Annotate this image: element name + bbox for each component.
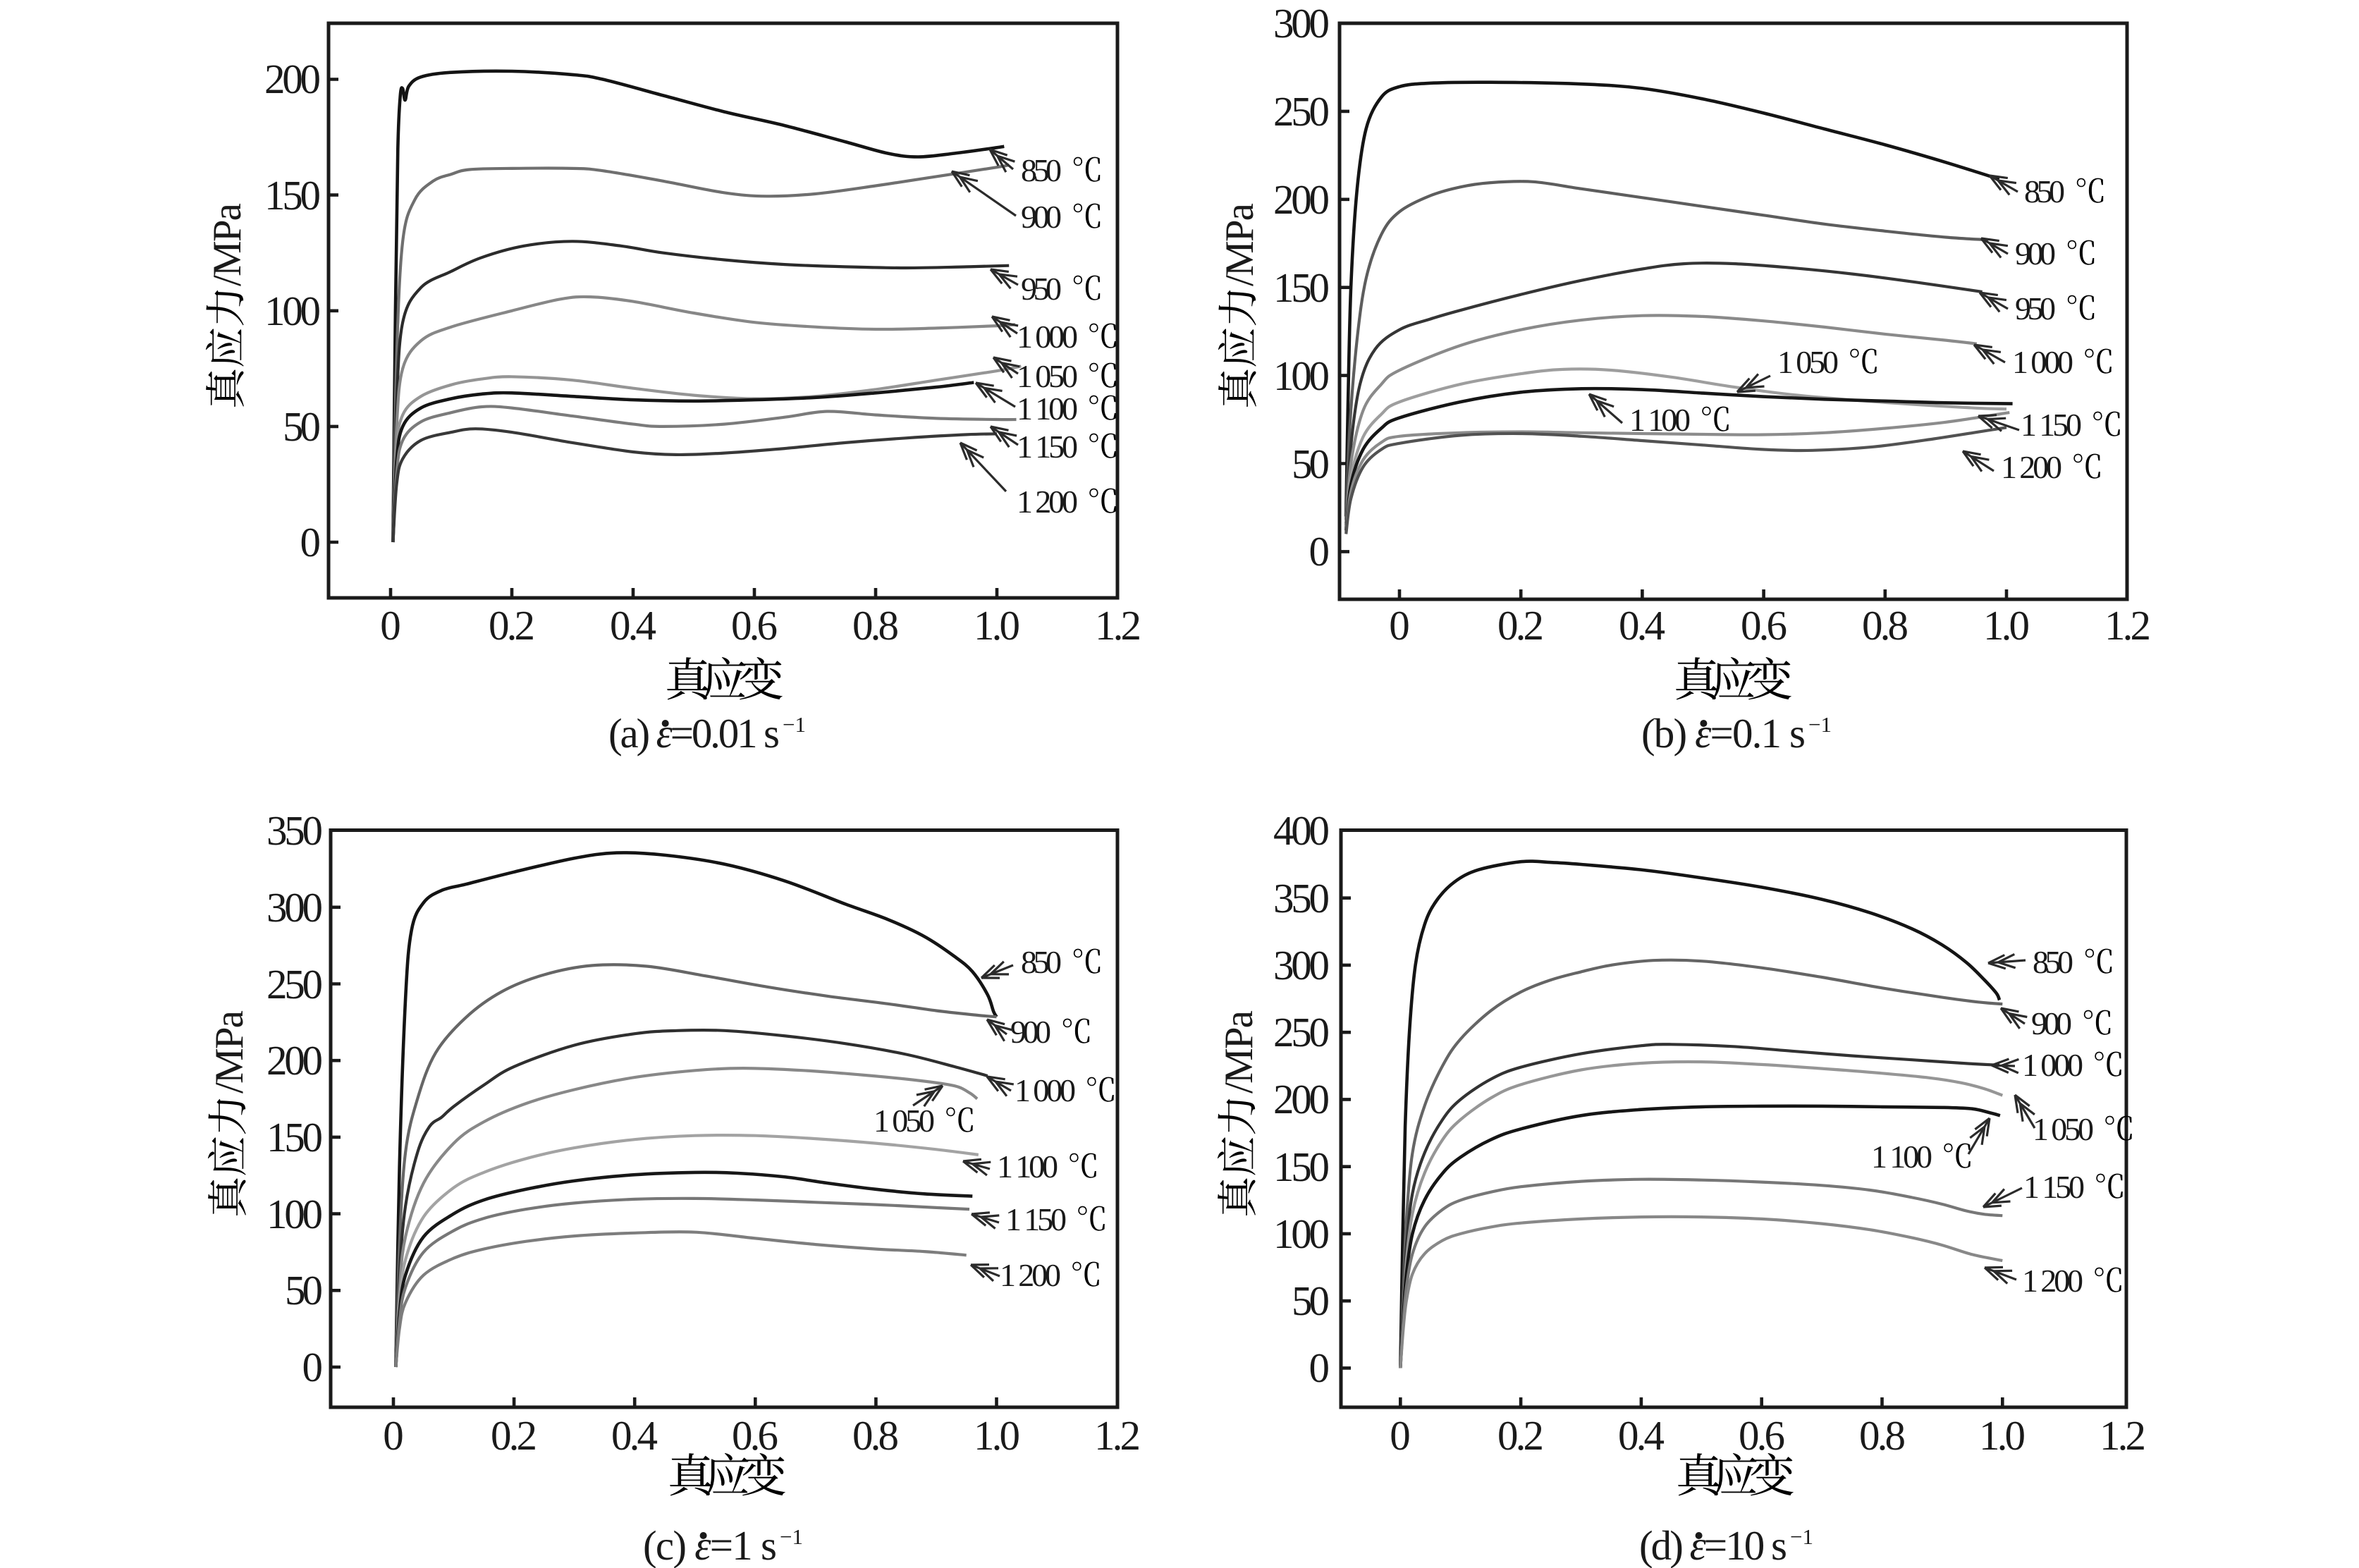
svg-text:50: 50 bbox=[283, 403, 321, 450]
svg-text:1.0: 1.0 bbox=[1979, 1412, 2026, 1459]
svg-text:0: 0 bbox=[1309, 1345, 1330, 1391]
svg-text:−1: −1 bbox=[1808, 712, 1832, 737]
svg-text:0: 0 bbox=[1389, 602, 1410, 649]
svg-text:100: 100 bbox=[1273, 353, 1330, 399]
svg-text:1 100: 1 100 bbox=[1871, 1139, 1932, 1175]
svg-text:1 050: 1 050 bbox=[2033, 1111, 2094, 1147]
svg-text:250: 250 bbox=[1273, 1009, 1330, 1055]
svg-text:850: 850 bbox=[1021, 944, 1062, 980]
svg-text:50: 50 bbox=[1292, 441, 1330, 487]
svg-text:(b) ε=0.1 s: (b) ε=0.1 s bbox=[1641, 710, 1806, 757]
svg-text:−1: −1 bbox=[783, 712, 806, 737]
svg-text:300: 300 bbox=[1273, 942, 1330, 988]
svg-text:0.6: 0.6 bbox=[1741, 602, 1787, 649]
svg-text:1.0: 1.0 bbox=[1983, 602, 2030, 649]
svg-text:200: 200 bbox=[1273, 1076, 1330, 1122]
svg-text:0.2: 0.2 bbox=[1497, 1412, 1544, 1459]
svg-text:0: 0 bbox=[300, 519, 321, 565]
svg-text:/MPa: /MPa bbox=[1218, 203, 1262, 286]
svg-text:50: 50 bbox=[285, 1267, 323, 1313]
svg-text:1.2: 1.2 bbox=[1095, 602, 1141, 649]
svg-text:200: 200 bbox=[264, 56, 321, 102]
svg-text:900: 900 bbox=[1021, 199, 1062, 235]
svg-text:0.6: 0.6 bbox=[731, 602, 778, 649]
svg-text:900: 900 bbox=[2015, 235, 2056, 271]
svg-text:0.2: 0.2 bbox=[489, 602, 535, 649]
svg-text:300: 300 bbox=[266, 884, 323, 931]
svg-text:0.4: 0.4 bbox=[1618, 1412, 1665, 1459]
svg-text:0.8: 0.8 bbox=[852, 602, 899, 649]
svg-text:350: 350 bbox=[1273, 875, 1330, 921]
svg-text:0.2: 0.2 bbox=[1497, 602, 1544, 649]
svg-text:−1: −1 bbox=[1790, 1524, 1813, 1549]
svg-text:0.2: 0.2 bbox=[491, 1412, 537, 1459]
svg-text:200: 200 bbox=[266, 1037, 323, 1084]
svg-text:950: 950 bbox=[1021, 271, 1062, 307]
svg-text:50: 50 bbox=[1292, 1278, 1330, 1324]
svg-text:250: 250 bbox=[1273, 88, 1330, 135]
svg-text:150: 150 bbox=[264, 172, 321, 219]
svg-text:0: 0 bbox=[380, 602, 401, 649]
svg-text:1.0: 1.0 bbox=[974, 602, 1020, 649]
svg-text:0: 0 bbox=[383, 1412, 404, 1459]
svg-text:850: 850 bbox=[2033, 944, 2073, 980]
svg-text:(c) ε=1 s: (c) ε=1 s bbox=[643, 1522, 777, 1568]
svg-text:100: 100 bbox=[1273, 1211, 1330, 1257]
svg-text:100: 100 bbox=[264, 288, 321, 334]
svg-text:1 150: 1 150 bbox=[2021, 407, 2082, 443]
svg-text:900: 900 bbox=[1010, 1014, 1051, 1050]
svg-text:(a) ε=0.01 s: (a) ε=0.01 s bbox=[608, 710, 780, 757]
svg-text:0.6: 0.6 bbox=[732, 1412, 778, 1459]
svg-text:1.2: 1.2 bbox=[1094, 1412, 1141, 1459]
svg-text:900: 900 bbox=[2031, 1005, 2072, 1041]
svg-text:1 200: 1 200 bbox=[1017, 484, 1078, 520]
svg-text:1 050: 1 050 bbox=[874, 1103, 935, 1139]
svg-text:100: 100 bbox=[266, 1191, 323, 1237]
svg-text:1.2: 1.2 bbox=[2104, 602, 2151, 649]
svg-text:200: 200 bbox=[1273, 176, 1330, 223]
svg-text:−1: −1 bbox=[780, 1524, 803, 1549]
svg-text:1 200: 1 200 bbox=[2022, 1263, 2083, 1299]
svg-text:300: 300 bbox=[1273, 0, 1330, 47]
svg-text:0: 0 bbox=[1309, 528, 1330, 575]
svg-text:150: 150 bbox=[266, 1114, 323, 1160]
svg-text:1 100: 1 100 bbox=[1017, 391, 1078, 427]
svg-text:1 150: 1 150 bbox=[1017, 429, 1078, 465]
svg-text:150: 150 bbox=[1273, 264, 1330, 311]
svg-text:1 200: 1 200 bbox=[2001, 449, 2062, 485]
svg-text:(d) ε=10 s: (d) ε=10 s bbox=[1639, 1522, 1787, 1568]
svg-text:1 000: 1 000 bbox=[1015, 1072, 1076, 1108]
svg-text:1 000: 1 000 bbox=[2022, 1047, 2083, 1083]
svg-text:/MPa: /MPa bbox=[1217, 1010, 1261, 1094]
svg-text:1.2: 1.2 bbox=[2100, 1412, 2146, 1459]
svg-text:0.6: 0.6 bbox=[1739, 1412, 1785, 1459]
svg-text:250: 250 bbox=[266, 961, 323, 1007]
svg-text:1.0: 1.0 bbox=[974, 1412, 1020, 1459]
svg-text:1 100: 1 100 bbox=[997, 1149, 1058, 1184]
svg-text:0.4: 0.4 bbox=[611, 1412, 658, 1459]
svg-text:/MPa: /MPa bbox=[205, 203, 250, 286]
svg-text:/MPa: /MPa bbox=[207, 1010, 252, 1094]
svg-text:400: 400 bbox=[1273, 807, 1330, 854]
svg-text:350: 350 bbox=[266, 807, 323, 854]
svg-text:0: 0 bbox=[302, 1344, 324, 1390]
svg-text:0.4: 0.4 bbox=[610, 602, 656, 649]
svg-text:1 050: 1 050 bbox=[1017, 358, 1078, 394]
svg-text:1 050: 1 050 bbox=[1777, 344, 1839, 380]
svg-text:1 000: 1 000 bbox=[2012, 344, 2073, 380]
svg-text:850: 850 bbox=[1021, 152, 1062, 188]
svg-text:0.8: 0.8 bbox=[1862, 602, 1908, 649]
svg-text:1 200: 1 200 bbox=[1000, 1257, 1061, 1293]
svg-text:950: 950 bbox=[2015, 290, 2056, 326]
svg-text:0.8: 0.8 bbox=[1859, 1412, 1906, 1459]
svg-text:1 000: 1 000 bbox=[1017, 319, 1078, 355]
svg-text:0.8: 0.8 bbox=[852, 1412, 899, 1459]
svg-text:1 100: 1 100 bbox=[1629, 402, 1691, 438]
svg-text:850: 850 bbox=[2024, 173, 2065, 209]
svg-text:0.4: 0.4 bbox=[1619, 602, 1665, 649]
svg-text:0: 0 bbox=[1390, 1412, 1411, 1459]
svg-text:150: 150 bbox=[1273, 1144, 1330, 1190]
svg-text:1 150: 1 150 bbox=[1005, 1201, 1067, 1237]
svg-text:1 150: 1 150 bbox=[2023, 1169, 2085, 1205]
